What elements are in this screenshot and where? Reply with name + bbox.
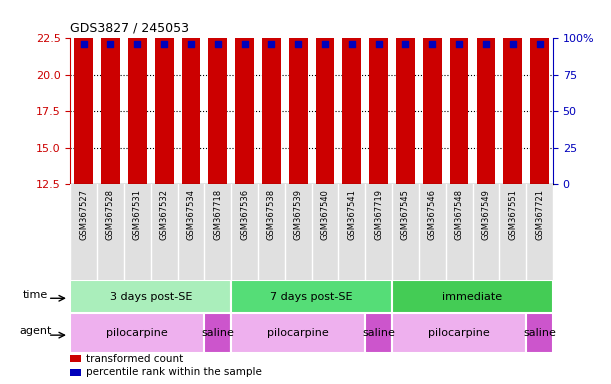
Bar	[231, 313, 365, 353]
Bar	[75, 0, 93, 184]
Point	[213, 41, 222, 47]
Text: GSM367546: GSM367546	[428, 189, 437, 240]
Text: 7 days post-SE: 7 days post-SE	[270, 291, 353, 302]
Text: pilocarpine: pilocarpine	[106, 328, 168, 338]
Point	[508, 41, 518, 47]
Point	[240, 41, 249, 47]
Text: GSM367540: GSM367540	[321, 189, 329, 240]
Point	[133, 41, 142, 47]
Point	[106, 41, 115, 47]
Text: GSM367539: GSM367539	[294, 189, 302, 240]
Bar	[70, 313, 204, 353]
Text: GSM367548: GSM367548	[455, 189, 464, 240]
Text: GDS3827 / 245053: GDS3827 / 245053	[70, 22, 189, 35]
Bar	[477, 0, 496, 184]
Bar	[231, 280, 392, 313]
Bar	[342, 0, 361, 184]
Text: GSM367538: GSM367538	[267, 189, 276, 240]
Text: GSM367536: GSM367536	[240, 189, 249, 240]
Text: GSM367528: GSM367528	[106, 189, 115, 240]
Point	[535, 41, 544, 47]
Bar	[70, 369, 81, 376]
Point	[481, 41, 491, 47]
Bar	[155, 2, 174, 184]
Bar	[530, 0, 549, 184]
Text: agent: agent	[19, 326, 51, 336]
Bar	[316, 0, 334, 184]
Point	[454, 41, 464, 47]
Point	[347, 41, 357, 47]
Bar	[392, 280, 553, 313]
Text: GSM367545: GSM367545	[401, 189, 410, 240]
Text: GSM367531: GSM367531	[133, 189, 142, 240]
Bar	[369, 0, 388, 184]
Text: GSM367551: GSM367551	[508, 189, 518, 240]
Point	[79, 41, 89, 47]
Text: GSM367527: GSM367527	[79, 189, 88, 240]
Text: GSM367549: GSM367549	[481, 189, 491, 240]
Text: saline: saline	[362, 328, 395, 338]
Bar	[235, 0, 254, 184]
Bar	[423, 0, 442, 184]
Text: GSM367534: GSM367534	[186, 189, 196, 240]
Point	[428, 41, 437, 47]
Point	[159, 41, 169, 47]
Bar	[101, 0, 120, 184]
Bar	[526, 313, 553, 353]
Bar	[208, 0, 227, 184]
Text: GSM367719: GSM367719	[374, 189, 383, 240]
Text: GSM367721: GSM367721	[535, 189, 544, 240]
Text: pilocarpine: pilocarpine	[428, 328, 490, 338]
Point	[186, 41, 196, 47]
Bar	[365, 313, 392, 353]
Bar	[181, 0, 200, 184]
Bar	[262, 0, 281, 184]
Text: GSM367718: GSM367718	[213, 189, 222, 240]
Text: time: time	[23, 290, 48, 300]
Text: pilocarpine: pilocarpine	[268, 328, 329, 338]
Text: GSM367541: GSM367541	[347, 189, 356, 240]
Text: 3 days post-SE: 3 days post-SE	[109, 291, 192, 302]
Bar	[396, 0, 415, 184]
Point	[293, 41, 303, 47]
Bar	[70, 355, 81, 362]
Point	[266, 41, 276, 47]
Bar	[450, 0, 469, 184]
Point	[320, 41, 330, 47]
Text: transformed count: transformed count	[86, 354, 183, 364]
Point	[401, 41, 411, 47]
Bar	[503, 0, 522, 184]
Point	[374, 41, 384, 47]
Bar	[204, 313, 231, 353]
Bar	[289, 0, 307, 184]
Text: saline: saline	[201, 328, 234, 338]
Text: saline: saline	[523, 328, 556, 338]
Bar	[70, 280, 231, 313]
Text: GSM367532: GSM367532	[159, 189, 169, 240]
Bar	[392, 313, 526, 353]
Text: percentile rank within the sample: percentile rank within the sample	[86, 367, 262, 377]
Bar	[128, 0, 147, 184]
Text: immediate: immediate	[442, 291, 503, 302]
